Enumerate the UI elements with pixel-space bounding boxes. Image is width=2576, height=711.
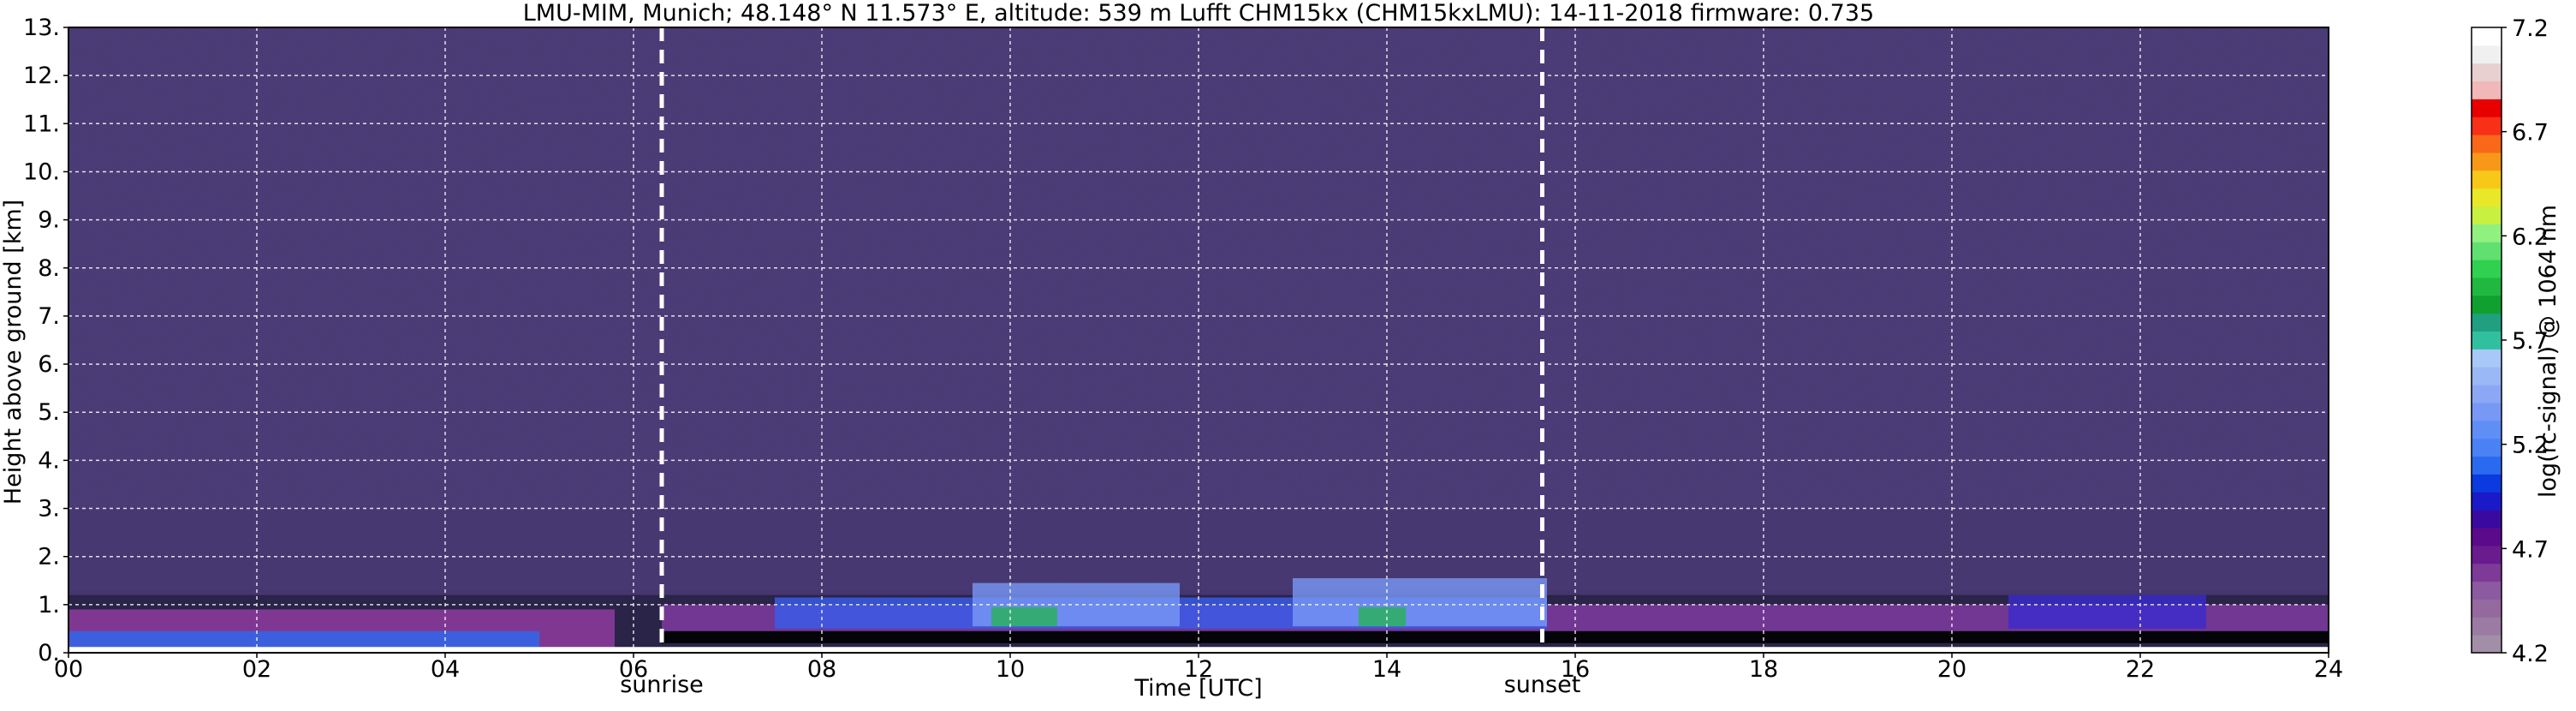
- colorbar-segment: [2472, 27, 2502, 46]
- colorbar-tick-label: 6.2: [2512, 224, 2549, 250]
- annotation-label-sunrise: sunrise: [620, 672, 704, 698]
- x-tick-label: 24: [2314, 656, 2343, 683]
- aerosol-green-1: [991, 606, 1057, 627]
- colorbar-tick-label: 4.7: [2512, 536, 2549, 563]
- colorbar-segment: [2472, 635, 2502, 654]
- y-tick-label: 13.: [23, 15, 60, 41]
- aerosol-peak-2: [1293, 577, 1547, 627]
- colorbar-tick-label: 5.2: [2512, 433, 2549, 459]
- x-tick-label: 20: [1937, 656, 1966, 683]
- aerosol-layer-morning: [68, 630, 539, 648]
- y-tick-label: 4.: [38, 447, 60, 474]
- x-tick-label: 16: [1561, 656, 1590, 683]
- colorbar-segment: [2472, 367, 2502, 385]
- colorbar-segment: [2472, 349, 2502, 367]
- colorbar-tick-label: 6.7: [2512, 120, 2549, 146]
- colorbar-tick-label: 7.2: [2512, 15, 2549, 42]
- colorbar-segment: [2472, 492, 2502, 511]
- colorbar-segment: [2472, 420, 2502, 439]
- colorbar-segment: [2472, 117, 2502, 135]
- plot-axes: sunrise sunset 00 02 04 06 08 10 12 14 16 18 20 22 24 0…: [23, 15, 2343, 698]
- aerosol-green-2: [1359, 606, 1406, 627]
- ground-strip: [68, 647, 2329, 653]
- y-axis-label: Height above ground [km]: [0, 200, 27, 505]
- colorbar-segment: [2472, 188, 2502, 207]
- colorbar-segment: [2472, 81, 2502, 99]
- colorbar-segment: [2472, 474, 2502, 493]
- colorbar-segment: [2472, 278, 2502, 296]
- colorbar-segment: [2472, 295, 2502, 314]
- colorbar-label: log(rc-signal) @ 1064 nm: [2535, 205, 2561, 498]
- annotation-label-sunset: sunset: [1504, 672, 1581, 698]
- y-tick-label: 5.: [38, 399, 60, 426]
- y-tick-label: 12.: [23, 63, 60, 89]
- y-tick-label: 11.: [23, 111, 60, 137]
- x-tick-label: 22: [2126, 656, 2155, 683]
- y-tick-label: 10.: [23, 158, 60, 185]
- x-tick-label: 00: [54, 656, 83, 683]
- colorbar-segment: [2472, 528, 2502, 547]
- heatmap-area: [68, 27, 2329, 653]
- x-tick-label: 08: [807, 656, 836, 683]
- colorbar-segment: [2472, 599, 2502, 618]
- colorbar-segment: [2472, 403, 2502, 421]
- grid-lines: [68, 27, 2329, 653]
- x-tick-label: 14: [1372, 656, 1401, 683]
- y-tick-label: 9.: [38, 207, 60, 234]
- y-tick-label: 7.: [38, 303, 60, 330]
- colorbar-segment: [2472, 545, 2502, 565]
- colorbar-segment: [2472, 170, 2502, 189]
- y-tick-label: 0.: [38, 640, 60, 666]
- aerosol-layer-night: [2008, 594, 2206, 629]
- x-tick-label: 02: [242, 656, 271, 683]
- colorbar-segment: [2472, 313, 2502, 332]
- y-tick-label: 1.: [38, 592, 60, 618]
- colorbar-segment: [2472, 260, 2502, 278]
- x-tick-label: 04: [431, 656, 460, 683]
- y-tick-label: 8.: [38, 255, 60, 282]
- colorbar-segment: [2472, 510, 2502, 529]
- x-axis-label: Time [UTC]: [1133, 675, 1262, 702]
- x-tick-label: 18: [1749, 656, 1778, 683]
- colorbar-segment: [2472, 438, 2502, 457]
- colorbar-segment: [2472, 242, 2502, 260]
- chart-title: LMU-MIM, Munich; 48.148° N 11.573° E, al…: [523, 0, 1874, 27]
- colorbar-segment: [2472, 456, 2502, 475]
- y-tick-label: 6.: [38, 351, 60, 378]
- heatmap-layer-2: [662, 630, 2329, 643]
- y-tick-label: 2.: [38, 544, 60, 571]
- colorbar-segment: [2472, 63, 2502, 82]
- colorbar-segment: [2472, 331, 2502, 350]
- colorbar: 4.2 4.7 5.2 5.7 6.2 6.7 7.2: [2471, 15, 2549, 667]
- x-tick-label: 12: [1184, 656, 1213, 683]
- x-tick-label: 06: [619, 656, 648, 683]
- colorbar-segment: [2472, 563, 2502, 583]
- colorbar-segment: [2472, 134, 2502, 153]
- colorbar-tick-label: 5.7: [2512, 328, 2549, 355]
- y-tick-label: 3.: [38, 496, 60, 523]
- colorbar-tick-label: 4.2: [2512, 641, 2549, 667]
- colorbar-segment: [2472, 224, 2502, 242]
- colorbar-segment: [2472, 45, 2502, 64]
- x-tick-label: 10: [996, 656, 1025, 683]
- colorbar-segment: [2472, 581, 2502, 600]
- colorbar-segment: [2472, 152, 2502, 171]
- colorbar-segment: [2472, 206, 2502, 224]
- colorbar-segment: [2472, 99, 2502, 117]
- colorbar-segment: [2472, 385, 2502, 403]
- colorbar-segment: [2472, 617, 2502, 636]
